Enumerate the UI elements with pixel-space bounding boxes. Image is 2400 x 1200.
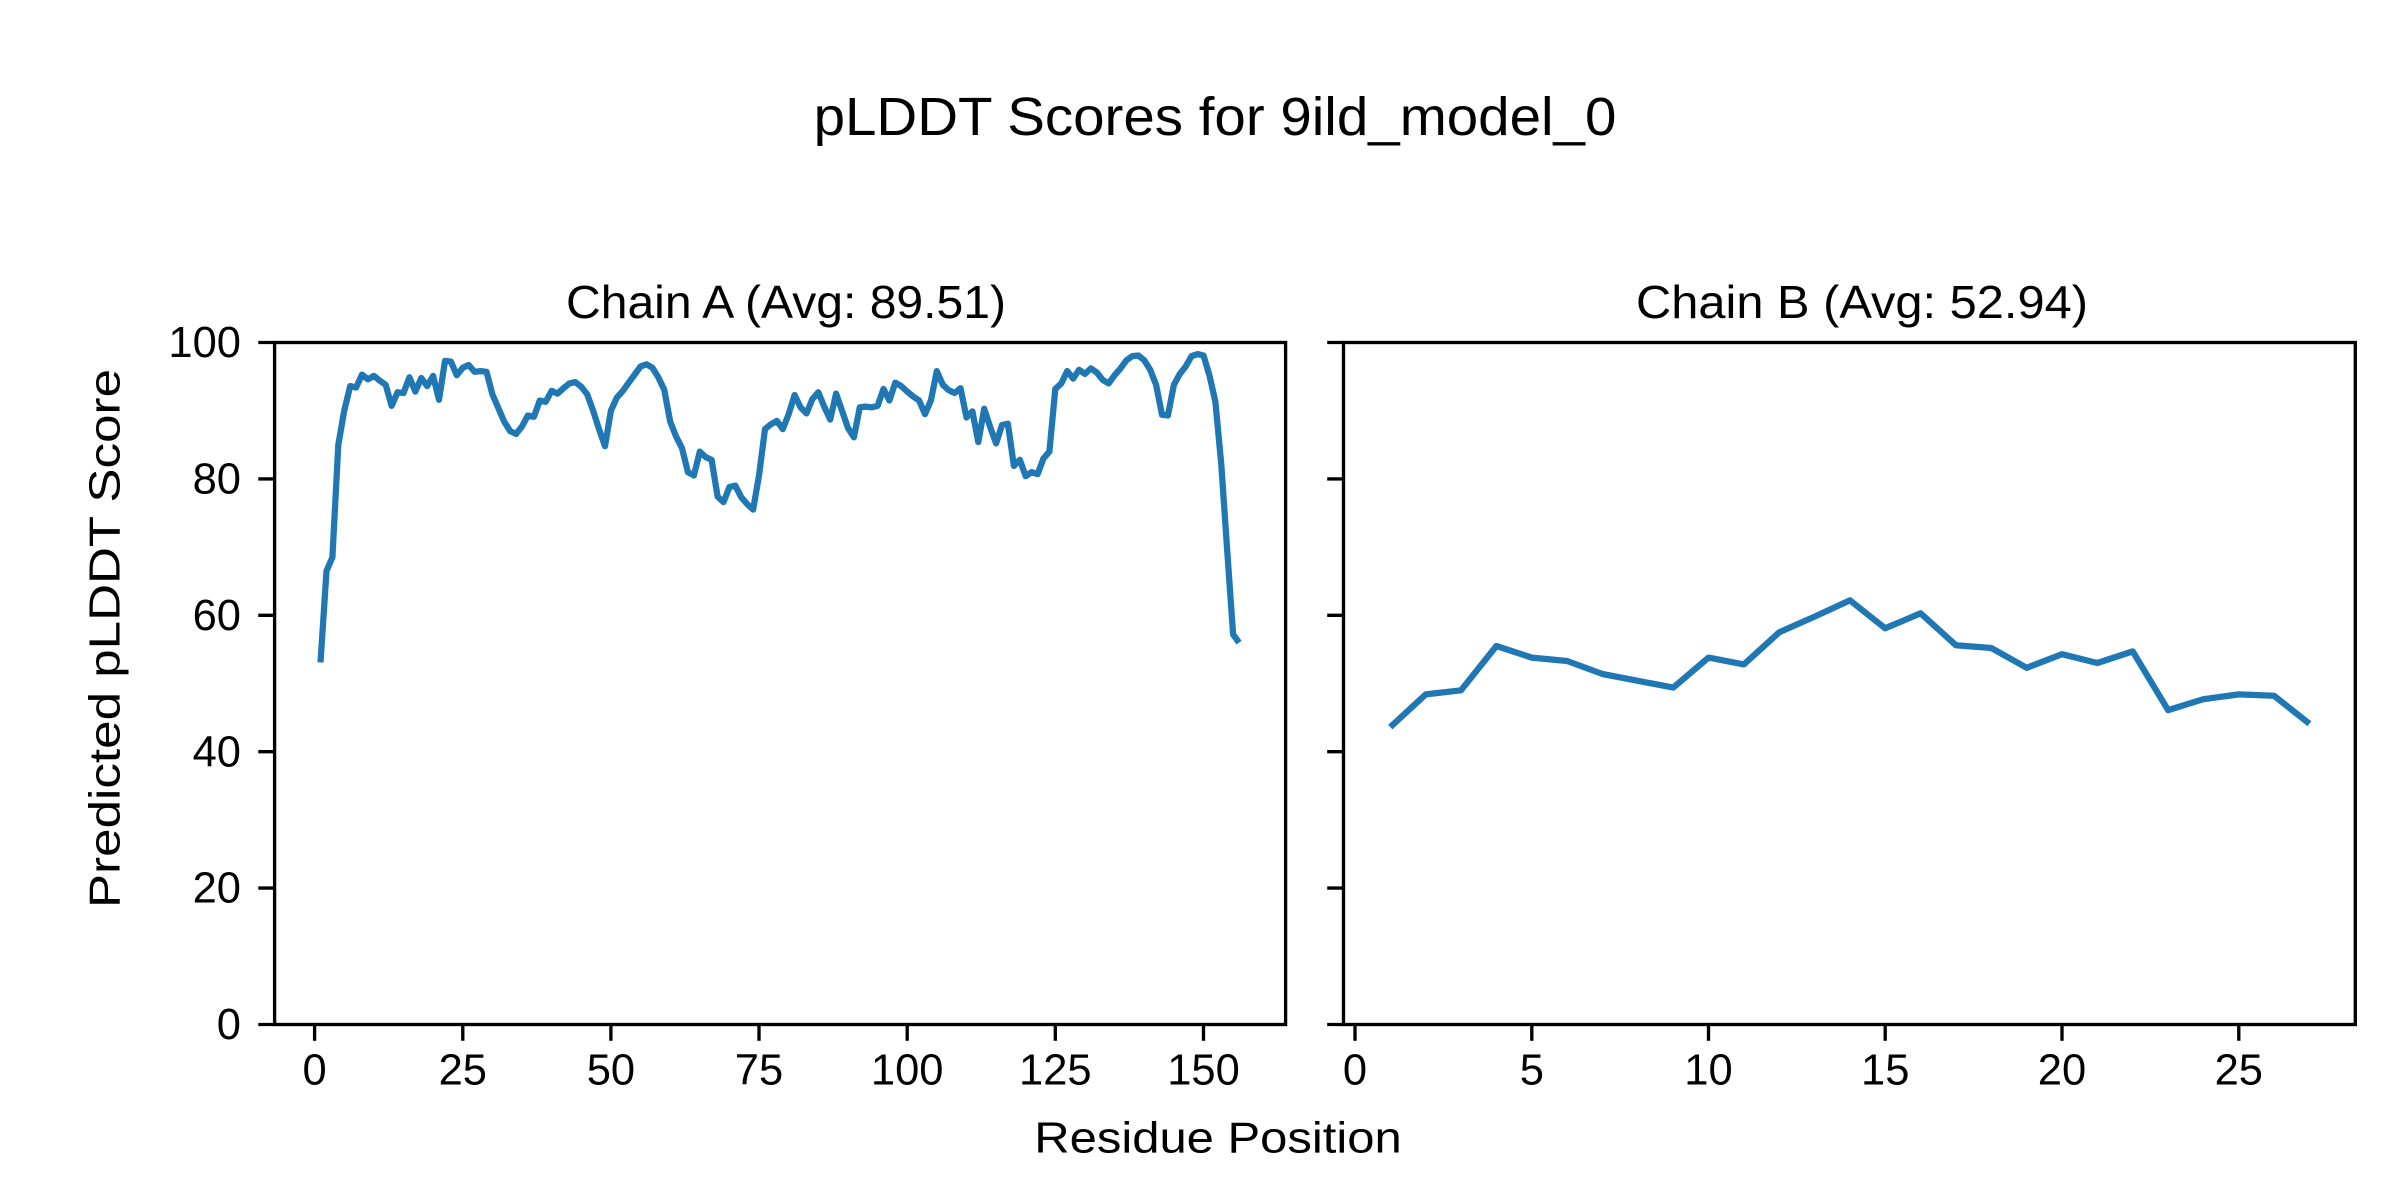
svg-text:0: 0: [1343, 1046, 1367, 1094]
svg-text:50: 50: [587, 1046, 635, 1094]
svg-text:Residue Position: Residue Position: [1034, 1115, 1402, 1163]
svg-text:15: 15: [1861, 1046, 1909, 1094]
svg-text:80: 80: [193, 456, 241, 504]
svg-text:20: 20: [193, 865, 241, 913]
svg-text:Predicted pLDDT Score: Predicted pLDDT Score: [82, 369, 130, 908]
svg-text:0: 0: [217, 1001, 241, 1049]
svg-text:Chain A (Avg: 89.51): Chain A (Avg: 89.51): [566, 276, 1006, 328]
svg-text:10: 10: [1684, 1046, 1732, 1094]
svg-text:0: 0: [302, 1046, 326, 1094]
svg-text:125: 125: [1019, 1046, 1092, 1094]
svg-text:75: 75: [735, 1046, 783, 1094]
svg-text:40: 40: [193, 728, 241, 776]
svg-text:pLDDT Scores for 9ild_model_0: pLDDT Scores for 9ild_model_0: [814, 87, 1617, 147]
svg-text:25: 25: [2215, 1046, 2263, 1094]
svg-text:20: 20: [2038, 1046, 2086, 1094]
svg-text:25: 25: [439, 1046, 487, 1094]
svg-text:100: 100: [168, 319, 241, 367]
svg-text:60: 60: [193, 592, 241, 640]
svg-text:150: 150: [1167, 1046, 1240, 1094]
svg-text:5: 5: [1520, 1046, 1544, 1094]
svg-text:Chain B (Avg: 52.94): Chain B (Avg: 52.94): [1636, 276, 2088, 328]
svg-text:100: 100: [871, 1046, 944, 1094]
